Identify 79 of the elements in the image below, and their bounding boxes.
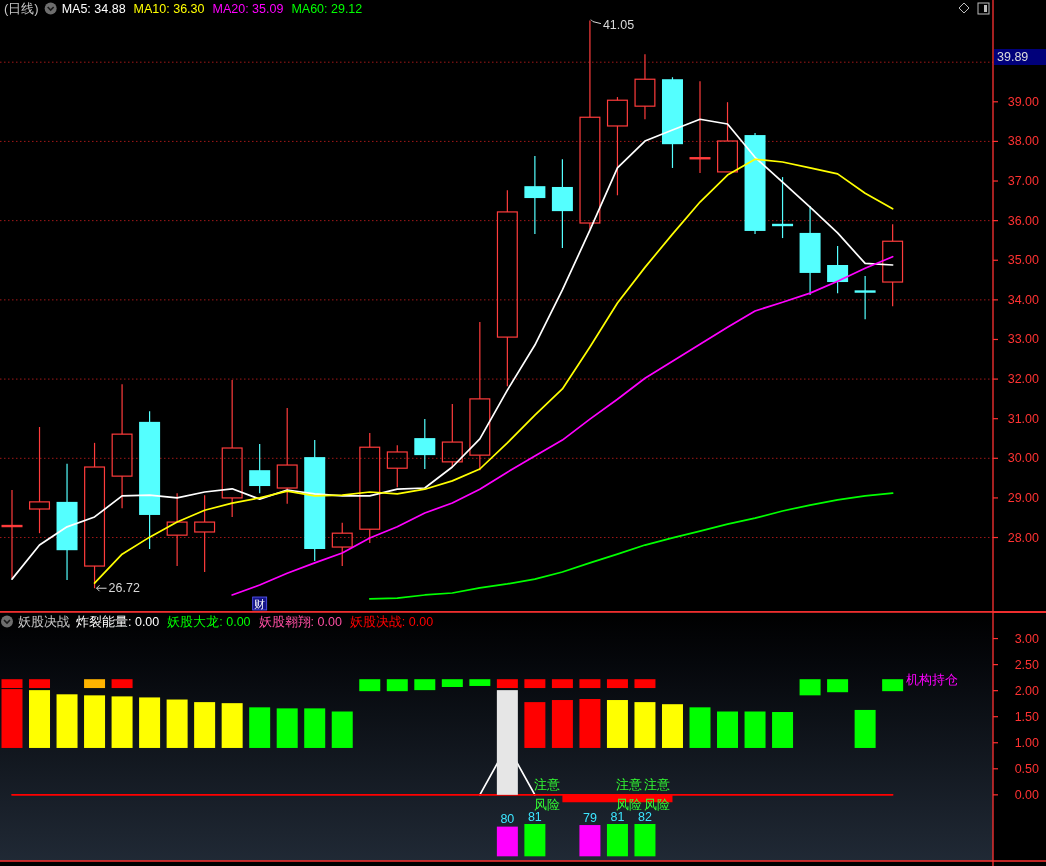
bar: [56, 694, 78, 748]
y-tick-label: 0.00: [1014, 787, 1040, 802]
y-tick-label: 39.00: [1007, 94, 1040, 109]
y-tick-label: 32.00: [1007, 372, 1040, 387]
text: 炸裂能量: 0.00: [76, 615, 160, 629]
chart-title: (日线): [4, 1, 39, 16]
bar: [882, 679, 904, 692]
bar: [579, 825, 601, 857]
y-tick-label: 30.00: [1007, 451, 1040, 466]
bar: [496, 679, 518, 689]
text: 39.89: [997, 50, 1029, 64]
annotation: 81: [610, 810, 625, 825]
annotation: 80: [500, 812, 515, 827]
text: MA20: 35.09: [212, 2, 284, 16]
bar: [634, 824, 656, 857]
annotation: 26.72: [108, 581, 140, 596]
bar: [606, 824, 628, 857]
annotation: 风险: [643, 797, 670, 812]
bar: [111, 696, 133, 748]
legend-label: 妖股大龙: 0.00: [167, 615, 251, 629]
chart-title: 妖股决战: [18, 614, 70, 629]
bar: [166, 699, 188, 748]
y-tick-label: 35.00: [1007, 253, 1040, 268]
bar: [524, 824, 546, 857]
bar: [359, 679, 381, 692]
y-tick-label: 33.00: [1007, 332, 1040, 347]
bar: [606, 700, 628, 748]
bar: [827, 679, 849, 693]
annotation: 机构持仓: [906, 673, 959, 688]
bar: [84, 695, 106, 748]
text: MA10: 36.30: [133, 2, 205, 16]
annotation: 财: [254, 597, 266, 610]
bar: [524, 679, 546, 689]
bar: [139, 697, 161, 748]
bar: [799, 679, 821, 696]
bar: [469, 679, 491, 686]
bar: [606, 679, 628, 689]
annotation: 81: [527, 810, 542, 825]
y-tick-label: 2.00: [1014, 683, 1040, 698]
text: 妖股决战: 0.00: [349, 615, 434, 629]
legend-label: 妖股翱翔: 0.00: [258, 615, 342, 629]
bar: [29, 679, 51, 689]
annotation: 41.05: [602, 17, 635, 32]
y-tick-label: 28.00: [1007, 530, 1040, 545]
annotation: 注意: [643, 777, 670, 792]
y-tick-label: 38.00: [1007, 134, 1040, 149]
y-tick-label: 31.00: [1007, 411, 1040, 426]
y-tick-label: 3.00: [1014, 631, 1040, 646]
bar: [634, 702, 656, 748]
bar: [29, 690, 51, 748]
bar: [194, 702, 216, 748]
annotation: 注意: [533, 777, 560, 792]
y-tick-label: 34.00: [1007, 292, 1040, 307]
y-tick-label: 1.50: [1014, 709, 1040, 724]
annotation: 风险: [616, 797, 643, 812]
bar: [579, 679, 601, 689]
text: MA60: 29.12: [291, 2, 363, 16]
y-tick-label: 2.50: [1014, 657, 1040, 672]
y-tick-label: 1.00: [1014, 735, 1040, 750]
y-tick-label: 36.00: [1007, 213, 1040, 228]
bar: [441, 679, 463, 688]
annotation: 82: [638, 810, 652, 825]
y-tick-label: 37.00: [1007, 174, 1040, 189]
bar: [414, 679, 436, 691]
bar: [221, 703, 243, 748]
bar: [84, 679, 106, 689]
bar: [661, 704, 683, 748]
bar: [496, 826, 518, 857]
bar: [551, 679, 573, 689]
bar: [111, 679, 133, 689]
annotation: 注意: [616, 777, 643, 792]
text: MA5: 34.88: [61, 2, 126, 16]
bar: [496, 690, 518, 795]
annotation: 风险: [533, 797, 560, 812]
bar: [386, 679, 408, 692]
annotation: 79: [582, 811, 597, 826]
y-tick-label: 0.50: [1014, 761, 1040, 776]
y-tick-label: 29.00: [1007, 490, 1040, 505]
bar: [634, 679, 656, 689]
